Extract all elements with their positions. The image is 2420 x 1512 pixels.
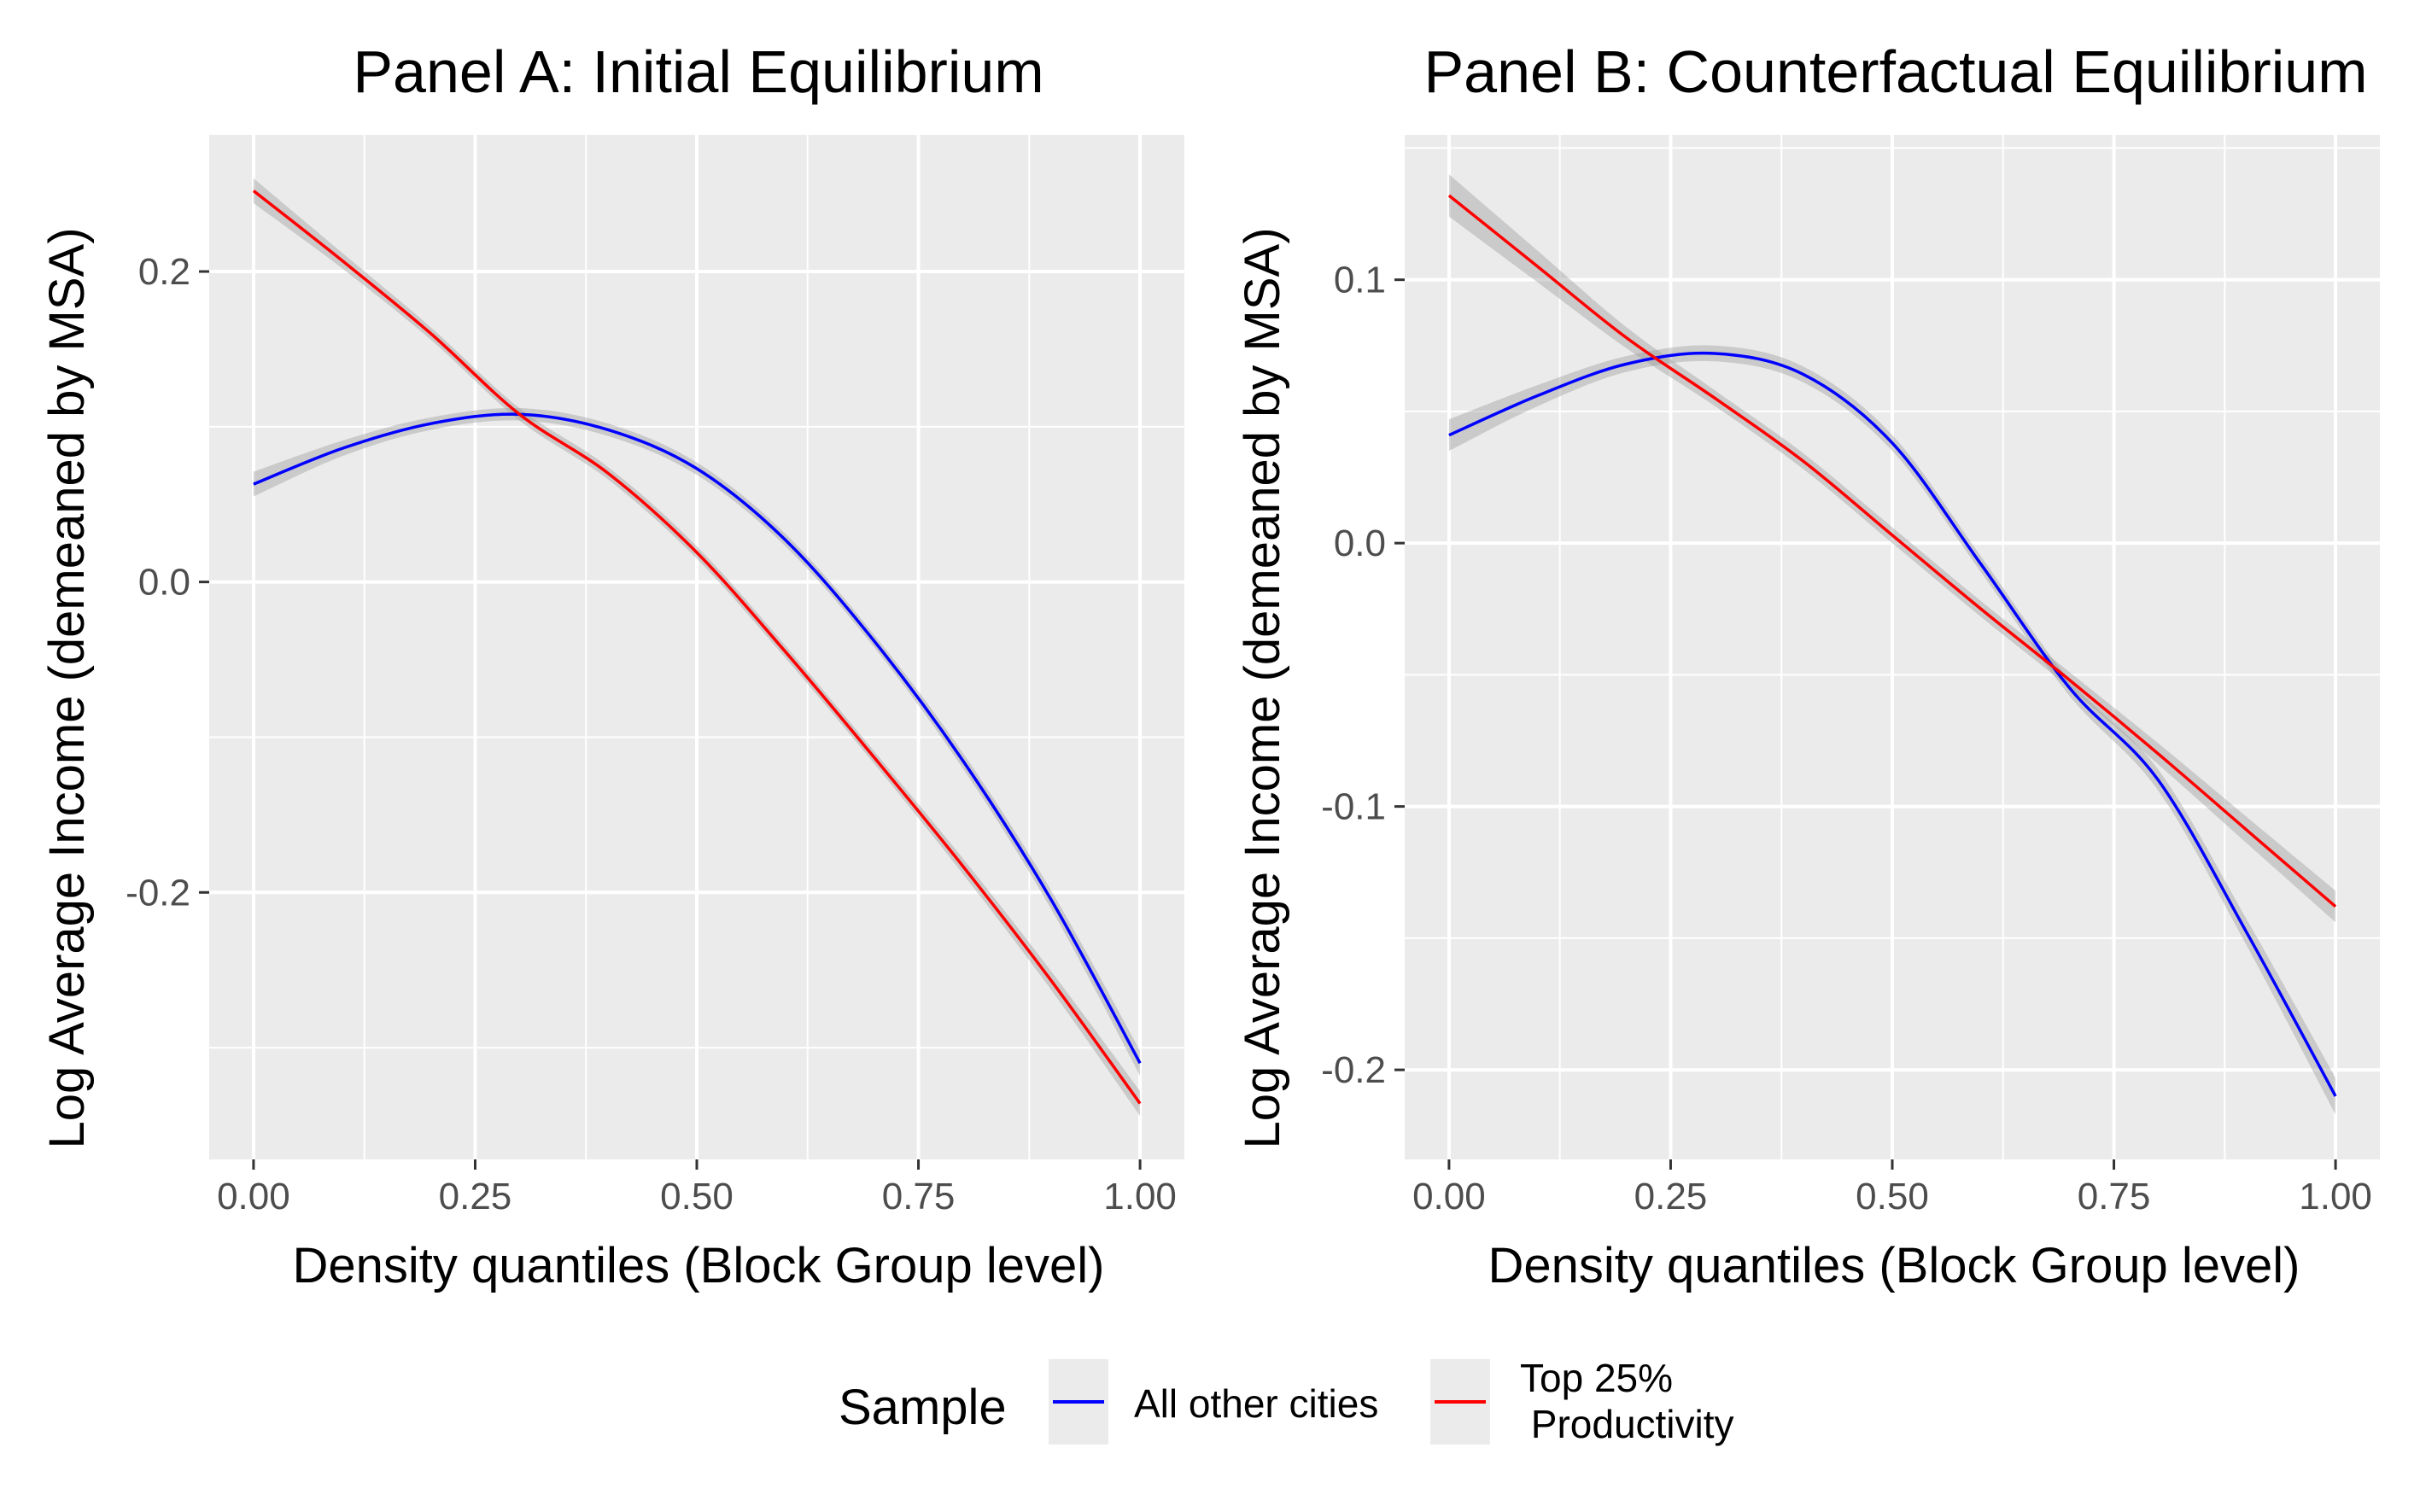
panel-a-y-tick-label: 0.2 (138, 251, 190, 293)
panel-a-y-axis-title: Log Average Income (demeaned by MSA) (39, 227, 95, 1148)
panel-b-x-tick-label: 0.50 (1856, 1176, 1929, 1217)
panel-b-line-top-25-productivity (1447, 194, 2337, 908)
legend-label-top-25-line2: Productivity (1520, 1402, 1734, 1446)
legend-label-all-other-cities: All other cities (1134, 1381, 1378, 1426)
panel-b-ticks: 0.00 0.25 0.50 0.75 1.00 -0.2 -0.1 0.0 0.1 (1321, 260, 2372, 1217)
panel-b-x-tick-label: 0.75 (2078, 1176, 2151, 1217)
panel-a: Panel A: Initial Equilibrium 0.00 0.25 0.5… (39, 38, 1184, 1293)
panel-a-line-top-25-productivity (252, 190, 1142, 1105)
panel-b-y-tick-label: -0.1 (1321, 786, 1386, 828)
panel-a-x-tick-label: 1.00 (1103, 1176, 1177, 1217)
panel-a-ticks: 0.00 0.25 0.50 0.75 1.00 -0.2 0.0 0.2 (126, 251, 1177, 1217)
panel-b-ribbons (1448, 174, 2336, 1115)
panel-a-line-all-other-cities (253, 412, 1142, 1065)
panel-b-x-tick-label: 0.25 (1634, 1176, 1708, 1217)
panel-b: Panel B: Counterfactual Equilibrium 0.00… (1235, 38, 2380, 1293)
panel-b-title: Panel B: Counterfactual Equilibrium (1423, 38, 2367, 105)
legend-label-top-25-line1: Top 25% (1520, 1356, 1673, 1400)
panel-b-y-tick-label: -0.2 (1321, 1049, 1386, 1091)
panel-b-x-tick-label: 0.00 (1412, 1176, 1486, 1217)
panel-b-y-tick-label: 0.0 (1334, 522, 1386, 564)
legend-label-top-25-productivity: Top 25% Productivity (1520, 1356, 1734, 1446)
panel-b-lines (1447, 194, 2337, 1097)
panel-a-x-axis-title: Density quantiles (Block Group level) (293, 1238, 1105, 1293)
panel-b-line-all-other-cities (1448, 351, 2337, 1097)
panel-a-y-tick-label: -0.2 (126, 872, 190, 914)
panel-a-y-tick-label: 0.0 (138, 562, 190, 604)
panel-a-x-tick-label: 0.75 (882, 1176, 956, 1217)
legend: Sample All other cities Top 25% Producti… (839, 1356, 1734, 1446)
panel-b-x-tick-label: 1.00 (2299, 1176, 2372, 1217)
panel-a-lines (252, 190, 1142, 1105)
panel-a-x-tick-label: 0.50 (660, 1176, 734, 1217)
panel-b-ci-ribbon-top-25-productivity (1448, 174, 2336, 923)
panel-b-y-axis-title: Log Average Income (demeaned by MSA) (1235, 227, 1290, 1148)
panel-b-y-tick-label: 0.1 (1334, 260, 1386, 301)
panel-a-title: Panel A: Initial Equilibrium (353, 38, 1043, 105)
panel-a-grid-major (209, 135, 1184, 1159)
panel-a-x-tick-label: 0.25 (439, 1176, 512, 1217)
panel-a-x-tick-label: 0.00 (217, 1176, 290, 1217)
panel-b-x-axis-title: Density quantiles (Block Group level) (1488, 1238, 2300, 1293)
legend-title: Sample (839, 1380, 1007, 1435)
panel-b-grid-major (1405, 135, 2380, 1159)
